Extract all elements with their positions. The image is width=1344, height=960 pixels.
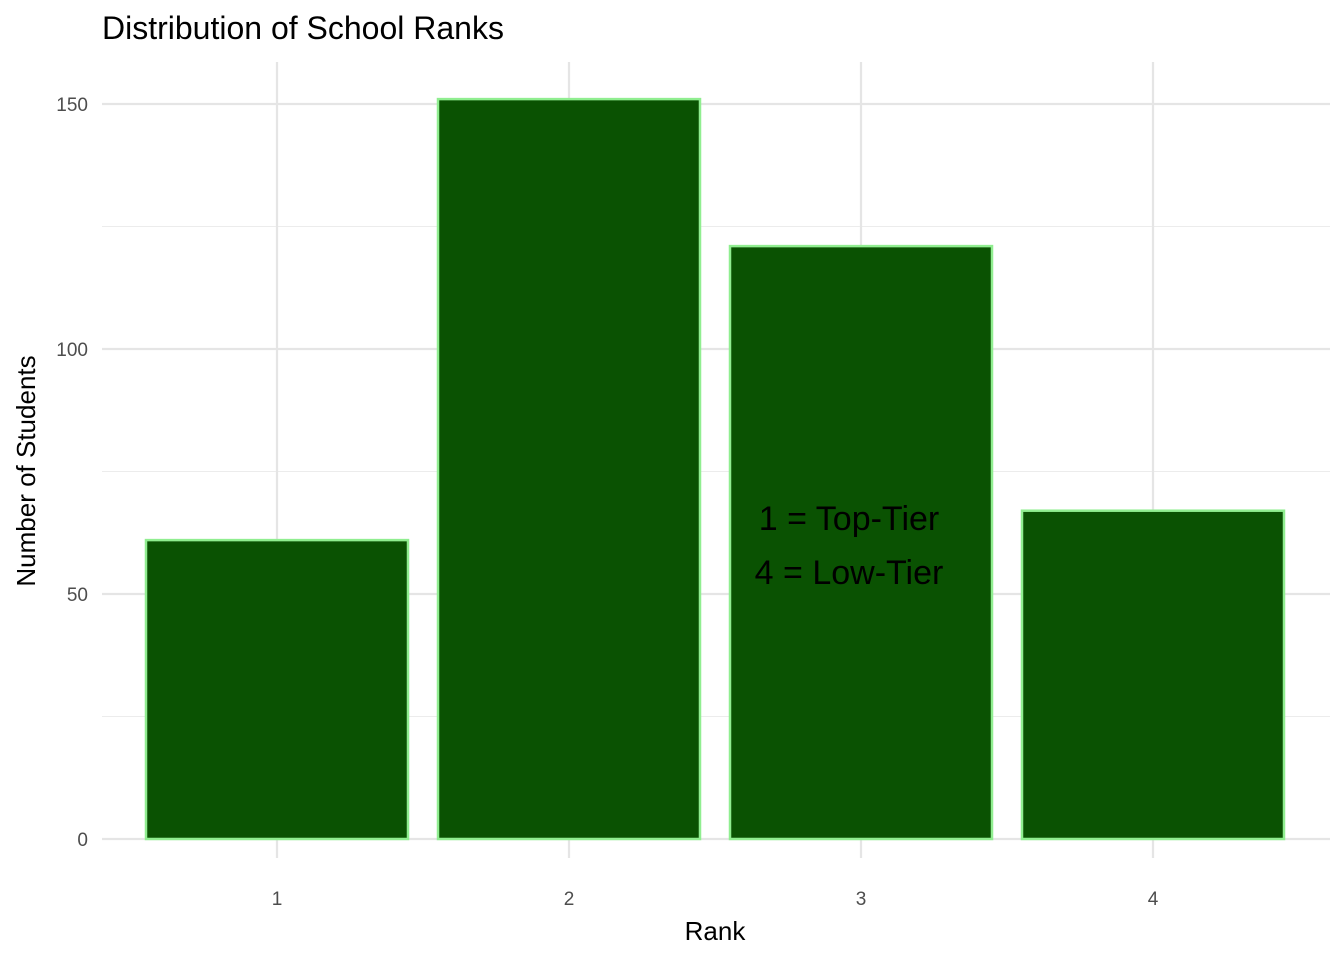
- y-tick-label: 50: [67, 585, 88, 606]
- x-axis-title: Rank: [685, 916, 747, 946]
- y-axis-title: Number of Students: [11, 355, 41, 586]
- y-tick-label: 0: [77, 830, 88, 851]
- bar-rank-3: [728, 244, 994, 841]
- annotation-line: 1 = Top-Tier: [759, 500, 939, 538]
- x-tick-labels: 1 2 3 4: [272, 889, 1159, 910]
- chart-title: Distribution of School Ranks: [102, 10, 504, 46]
- bar-rank-4: [1020, 509, 1286, 841]
- bars-group: [144, 97, 1286, 841]
- x-tick-label: 3: [856, 889, 867, 910]
- x-tick-label: 4: [1148, 889, 1159, 910]
- rank-annotation: 1 = Top-Tier 4 = Low-Tier: [755, 500, 944, 592]
- bar-rank-1: [144, 538, 410, 841]
- y-tick-label: 150: [56, 95, 88, 116]
- y-tick-labels: 0 50 100 150: [56, 95, 88, 851]
- y-tick-label: 100: [56, 340, 88, 361]
- bar-rank-2: [436, 97, 702, 841]
- x-tick-label: 2: [564, 889, 575, 910]
- x-tick-label: 1: [272, 889, 283, 910]
- annotation-line: 4 = Low-Tier: [755, 554, 944, 592]
